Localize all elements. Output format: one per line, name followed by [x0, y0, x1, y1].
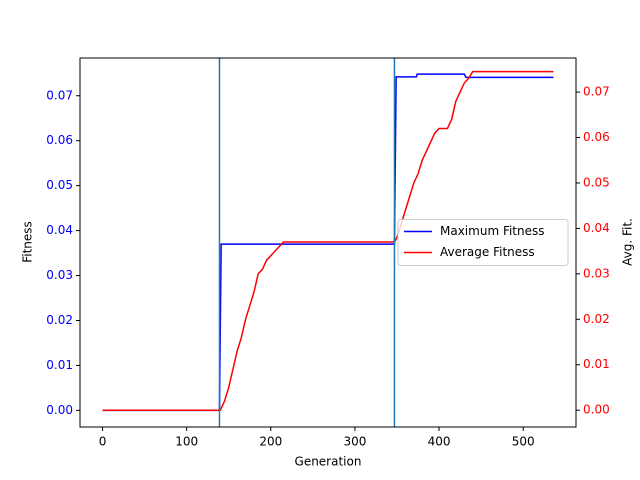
y2-tick-label: 0.00 — [583, 403, 610, 417]
x-tick-label: 100 — [175, 435, 198, 449]
x-tick-label: 500 — [512, 435, 535, 449]
x-axis-label: Generation — [295, 455, 362, 469]
x-tick-label: 400 — [428, 435, 451, 449]
x-tick-label: 200 — [259, 435, 282, 449]
y2-tick-label: 0.06 — [583, 130, 610, 144]
legend-label: Average Fitness — [440, 245, 535, 259]
y-tick-label: 0.00 — [46, 403, 73, 417]
y2-tick-label: 0.04 — [583, 221, 610, 235]
y-tick-label: 0.06 — [46, 133, 73, 147]
y2-tick-label: 0.03 — [583, 266, 610, 280]
legend-label: Maximum Fitness — [440, 224, 545, 238]
y-tick-label: 0.05 — [46, 178, 73, 192]
y-tick-label: 0.02 — [46, 313, 73, 327]
y-tick-label: 0.03 — [46, 268, 73, 282]
legend-box — [397, 219, 569, 266]
y-tick-label: 0.07 — [46, 88, 73, 102]
x-tick-label: 0 — [99, 435, 107, 449]
y2-tick-label: 0.07 — [583, 85, 610, 99]
y2-tick-label: 0.01 — [583, 357, 610, 371]
x-tick-label: 300 — [343, 435, 366, 449]
y-tick-label: 0.04 — [46, 223, 73, 237]
y-axis-label: Fitness — [21, 221, 35, 263]
y2-axis-label: Avg. Fit. — [621, 218, 635, 266]
line-series — [102, 73, 554, 412]
line-series — [102, 70, 554, 411]
plot-frame — [79, 57, 577, 428]
y-tick-label: 0.01 — [46, 358, 73, 372]
y2-tick-label: 0.05 — [583, 175, 610, 189]
y2-tick-label: 0.02 — [583, 312, 610, 326]
